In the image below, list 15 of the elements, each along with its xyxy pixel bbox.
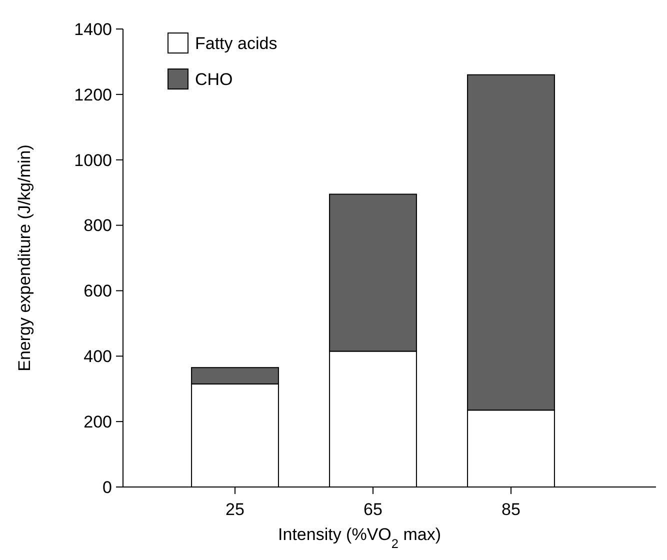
y-tick-label: 600 [84,282,112,301]
y-tick-label: 1200 [74,85,112,104]
x-tick-label: 25 [226,500,244,519]
x-axis-title: Intensity (%VO$_{2}$ max) [278,525,441,550]
y-tick-label: 1000 [74,150,112,170]
legend-label: CHO [195,70,233,89]
y-tick-label: 200 [84,412,112,432]
y-tick-label: 800 [84,216,112,236]
y-tick-label: 0 [102,478,112,497]
x-tick-label: 65 [364,500,382,519]
x-tick-label: 85 [502,500,520,519]
y-tick-label: 400 [84,347,112,366]
legend-label: Fatty acids [195,34,278,53]
y-axis-title: Energy expenditure (J/kg/min) [15,144,34,372]
y-tick-label: 1400 [74,20,112,39]
